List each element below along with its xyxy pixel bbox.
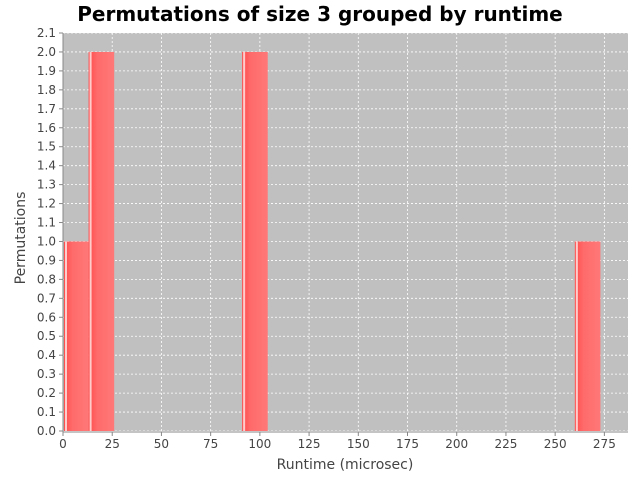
x-tick-label: 250 — [544, 437, 567, 451]
x-tick-label: 275 — [593, 437, 616, 451]
bar — [574, 241, 601, 431]
x-tick-label: 200 — [445, 437, 468, 451]
plot-area — [63, 33, 628, 431]
y-tick-label: 0.5 — [37, 329, 56, 343]
y-tick-label: 0.3 — [37, 367, 56, 381]
y-tick-label: 1.9 — [37, 64, 56, 78]
y-tick-label: 0.6 — [37, 310, 56, 324]
x-tick-label: 100 — [248, 437, 271, 451]
bar-highlight — [89, 51, 92, 431]
y-tick-label: 2.0 — [37, 45, 56, 59]
x-tick-label: 125 — [298, 437, 321, 451]
y-tick-label: 1.5 — [37, 140, 56, 154]
y-tick-label: 1.3 — [37, 178, 56, 192]
tick-labels: 0 25 50 75 100 125 150 175 200 225 250 275 0.0 0.1 0.2… — [37, 26, 616, 451]
x-tick-label: 150 — [347, 437, 370, 451]
y-tick-label: 1.7 — [37, 102, 56, 116]
y-tick-label: 1.0 — [37, 234, 56, 248]
x-tick-label: 225 — [494, 437, 517, 451]
y-tick-label: 2.1 — [37, 26, 56, 40]
x-tick-label: 50 — [154, 437, 169, 451]
y-tick-label: 0.8 — [37, 272, 56, 286]
x-tick-label: 75 — [203, 437, 218, 451]
bar — [242, 51, 268, 431]
y-tick-label: 0.9 — [37, 253, 56, 267]
bar — [88, 51, 115, 431]
bar-highlight — [64, 241, 67, 431]
y-tick-label: 1.2 — [37, 197, 56, 211]
x-tick-label: 0 — [59, 437, 67, 451]
bar-highlight — [243, 51, 246, 431]
bar-highlight — [575, 241, 578, 431]
y-tick-label: 1.4 — [37, 159, 56, 173]
y-tick-label: 0.0 — [37, 424, 56, 438]
y-tick-label: 0.2 — [37, 386, 56, 400]
bar — [63, 241, 89, 431]
chart-title: Permutations of size 3 grouped by runtim… — [77, 2, 563, 26]
x-tick-label: 175 — [396, 437, 419, 451]
y-tick-label: 0.1 — [37, 405, 56, 419]
y-axis-title: Permutations — [13, 192, 29, 285]
y-tick-label: 1.8 — [37, 83, 56, 97]
bars — [63, 51, 601, 431]
y-tick-label: 0.4 — [37, 348, 56, 362]
y-tick-label: 1.1 — [37, 216, 56, 230]
x-axis-title: Runtime (microsec) — [277, 457, 414, 473]
x-tick-label: 25 — [105, 437, 120, 451]
y-tick-label: 1.6 — [37, 121, 56, 135]
axes — [59, 32, 628, 436]
y-tick-label: 0.7 — [37, 291, 56, 305]
